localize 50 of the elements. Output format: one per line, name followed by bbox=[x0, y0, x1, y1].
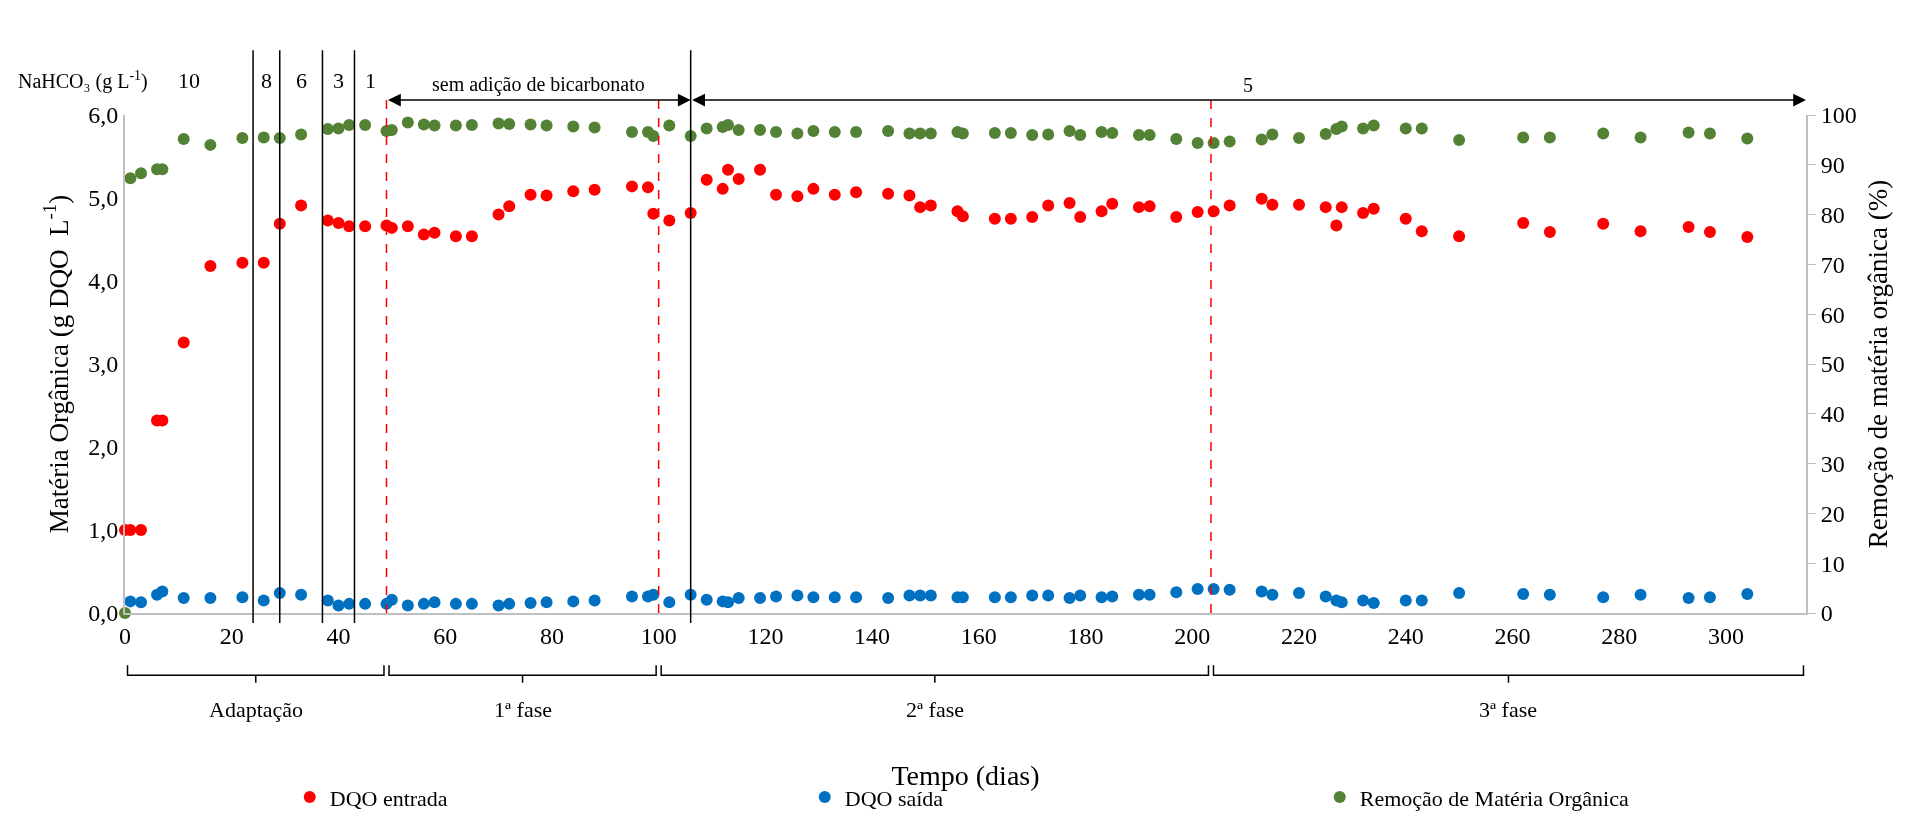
y2-tick-label: 80 bbox=[1820, 202, 1845, 228]
y2-tick-label: 10 bbox=[1820, 550, 1845, 577]
x-tick-label: 200 bbox=[1174, 622, 1211, 649]
x-tick-label: 120 bbox=[747, 622, 784, 649]
x-tick-label: 300 bbox=[1707, 622, 1744, 649]
x-tick-label: 80 bbox=[539, 622, 564, 649]
text: 6 bbox=[296, 68, 307, 93]
legend-label: DQO entrada bbox=[329, 785, 448, 811]
y2-tick-label: 60 bbox=[1820, 301, 1845, 328]
y2-tick-label: 100 bbox=[1820, 102, 1857, 129]
y2-tick-label: 40 bbox=[1820, 401, 1845, 428]
text: 8 bbox=[261, 68, 272, 93]
text: 1 bbox=[365, 68, 376, 93]
x-tick-label: 280 bbox=[1601, 622, 1638, 649]
text: 3 bbox=[333, 68, 344, 93]
text: 1ª fase bbox=[494, 697, 552, 722]
text: 10 bbox=[178, 68, 200, 93]
text: NaHCO₃ (g L$^{-1}$) bbox=[18, 68, 148, 94]
text: 2ª fase bbox=[906, 697, 964, 722]
x-tick-label: 240 bbox=[1387, 622, 1424, 649]
text: Adaptação bbox=[209, 697, 304, 722]
x-tick-label: 140 bbox=[854, 622, 891, 649]
y-tick-label: 1,0 bbox=[88, 517, 119, 544]
y2-tick-label: 0 bbox=[1820, 600, 1833, 627]
x-tick-label: 0 bbox=[119, 622, 131, 649]
x-tick-label: 220 bbox=[1281, 622, 1318, 649]
y-tick-label: 2,0 bbox=[88, 434, 119, 461]
y2-axis-title: Remoção de matéria orgânica (%) bbox=[1862, 179, 1893, 549]
y-tick-label: 0,0 bbox=[88, 600, 119, 627]
x-tick-label: 20 bbox=[219, 622, 244, 649]
x-tick-label: 40 bbox=[326, 622, 351, 649]
y2-tick-label: 90 bbox=[1820, 152, 1845, 179]
y-tick-label: 4,0 bbox=[88, 268, 119, 295]
y2-tick-label: 20 bbox=[1820, 500, 1845, 527]
y-tick-label: 5,0 bbox=[88, 185, 119, 212]
x-tick-label: 100 bbox=[640, 622, 677, 649]
y-tick-label: 6,0 bbox=[88, 102, 119, 129]
y-tick-label: 3,0 bbox=[88, 351, 119, 378]
y2-tick-label: 70 bbox=[1820, 251, 1845, 278]
y2-tick-label: 30 bbox=[1820, 451, 1845, 477]
text: 5 bbox=[1243, 74, 1253, 96]
x-tick-label: 160 bbox=[960, 622, 997, 649]
y2-tick-label: 50 bbox=[1820, 351, 1845, 378]
text: 3ª fase bbox=[1479, 697, 1537, 722]
x-tick-label: 260 bbox=[1494, 622, 1531, 649]
x-axis-title: Tempo (dias) bbox=[891, 760, 1040, 792]
x-tick-label: 180 bbox=[1067, 622, 1104, 649]
text: sem adição de bicarbonato bbox=[432, 73, 645, 96]
x-tick-label: 60 bbox=[433, 622, 458, 649]
legend-label: Remoção de Matéria Orgânica bbox=[1359, 785, 1629, 811]
